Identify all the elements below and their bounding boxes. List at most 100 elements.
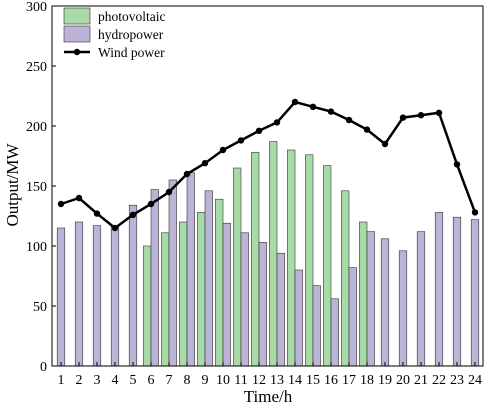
x-tick-label: 18 <box>360 373 374 388</box>
x-tick-label: 16 <box>324 373 338 388</box>
bar-hydropower <box>398 250 408 367</box>
y-tick-label: 50 <box>33 300 47 315</box>
point-wind-power <box>147 200 155 208</box>
bar-hydropower <box>92 225 102 367</box>
bar-hydropower <box>168 179 177 367</box>
point-wind-power <box>327 108 335 115</box>
x-tick-label: 24 <box>468 373 482 388</box>
bar-photovoltaic <box>305 154 314 367</box>
legend-marker-wind-power <box>73 48 81 56</box>
x-tick-label: 20 <box>396 373 410 388</box>
bar-photovoltaic <box>359 221 368 367</box>
legend-swatch-hydropower <box>63 25 91 43</box>
legend-label-wind-power: Wind power <box>98 45 165 60</box>
point-wind-power <box>237 137 245 144</box>
legend-swatch-photovoltaic <box>63 7 91 25</box>
bar-photovoltaic <box>143 245 152 367</box>
point-wind-power <box>165 188 173 196</box>
x-tick-label: 14 <box>288 373 302 388</box>
point-wind-power <box>273 119 281 126</box>
bar-hydropower <box>150 189 159 367</box>
x-tick-label: 2 <box>76 373 83 388</box>
y-tick-label: 250 <box>26 60 47 75</box>
y-tick-label: 0 <box>40 360 47 375</box>
bar-photovoltaic <box>161 232 170 367</box>
bar-hydropower <box>366 231 375 367</box>
y-tick-label: 200 <box>26 120 47 135</box>
bar-hydropower <box>434 212 444 367</box>
x-tick-label: 7 <box>166 373 173 388</box>
x-tick-label: 1 <box>58 373 65 388</box>
y-tick-label: 150 <box>26 180 47 195</box>
legend-label-hydropower: hydropower <box>98 27 164 42</box>
point-wind-power <box>183 170 191 178</box>
point-wind-power <box>435 109 443 117</box>
point-wind-power <box>363 126 371 133</box>
bar-hydropower <box>222 222 231 367</box>
bar-hydropower <box>128 204 138 367</box>
point-wind-power <box>399 114 407 121</box>
bar-photovoltaic <box>197 212 206 367</box>
legend-label-photovoltaic: photovoltaic <box>98 9 166 24</box>
bar-hydropower <box>380 238 390 367</box>
bar-photovoltaic <box>287 149 296 367</box>
x-tick-label: 9 <box>202 373 209 388</box>
bar-hydropower <box>348 267 357 367</box>
bar-photovoltaic <box>233 167 242 367</box>
point-wind-power <box>93 210 101 217</box>
x-axis-label: Time/h <box>244 387 293 406</box>
point-wind-power <box>291 98 299 106</box>
bar-hydropower <box>312 285 321 367</box>
bar-photovoltaic <box>269 141 278 367</box>
x-tick-label: 8 <box>184 373 191 388</box>
point-wind-power <box>57 200 65 208</box>
x-tick-label: 3 <box>94 373 101 388</box>
point-wind-power <box>471 209 479 216</box>
bar-photovoltaic <box>341 190 350 367</box>
x-tick-label: 11 <box>234 373 247 388</box>
bar-hydropower <box>204 190 213 367</box>
y-tick-label: 100 <box>26 240 47 255</box>
x-tick-label: 23 <box>450 373 464 388</box>
point-wind-power <box>417 112 425 119</box>
x-tick-label: 4 <box>112 373 119 388</box>
point-wind-power <box>219 146 227 154</box>
x-tick-label: 21 <box>414 373 428 388</box>
bar-hydropower <box>56 227 66 367</box>
x-tick-label: 6 <box>148 373 155 388</box>
x-tick-label: 19 <box>378 373 392 388</box>
x-tick-label: 10 <box>216 373 230 388</box>
line-wind-power <box>60 100 477 230</box>
bar-hydropower <box>240 232 249 367</box>
x-tick-label: 5 <box>130 373 137 388</box>
bar-hydropower <box>186 172 195 367</box>
point-wind-power <box>309 103 317 111</box>
point-wind-power <box>201 160 209 167</box>
bar-photovoltaic <box>251 152 260 367</box>
bar-photovoltaic <box>179 221 188 367</box>
point-wind-power <box>255 127 263 134</box>
point-wind-power <box>345 116 353 124</box>
bar-hydropower <box>416 231 426 367</box>
point-wind-power <box>75 194 83 202</box>
bar-hydropower <box>294 269 303 367</box>
x-tick-label: 13 <box>270 373 284 388</box>
x-tick-label: 12 <box>252 373 266 388</box>
bar-hydropower <box>258 242 267 367</box>
bar-hydropower <box>470 219 480 367</box>
bar-hydropower <box>110 225 120 367</box>
bar-hydropower <box>330 298 339 367</box>
point-wind-power <box>111 224 119 232</box>
bar-photovoltaic <box>323 165 332 367</box>
point-wind-power <box>453 161 461 168</box>
bar-photovoltaic <box>215 198 224 367</box>
x-tick-label: 15 <box>306 373 320 388</box>
bar-hydropower <box>74 221 84 367</box>
y-tick-label: 300 <box>26 0 47 15</box>
x-tick-label: 17 <box>342 373 356 388</box>
bar-hydropower <box>452 216 462 367</box>
point-wind-power <box>129 211 137 218</box>
bar-hydropower <box>276 252 285 367</box>
